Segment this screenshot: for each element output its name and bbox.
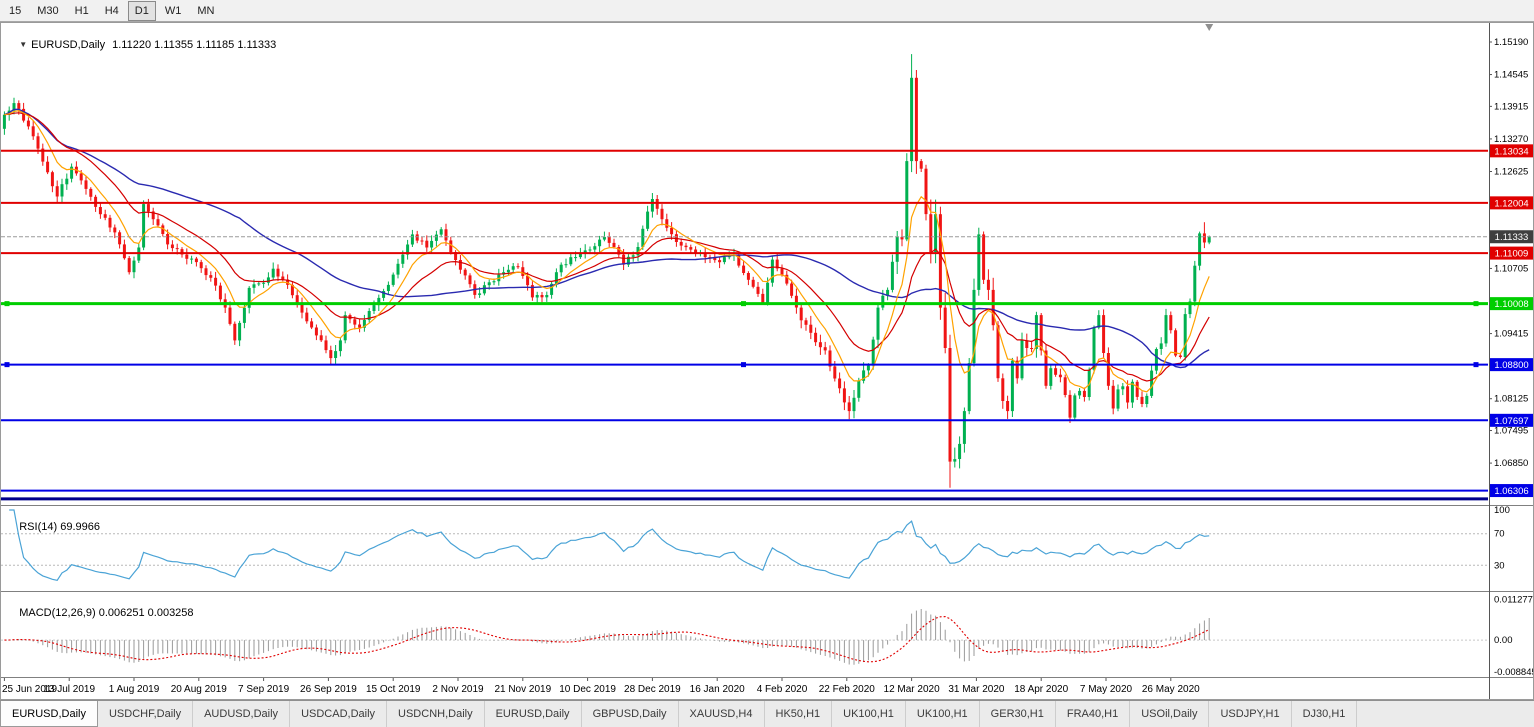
- svg-text:1.11333: 1.11333: [1495, 232, 1529, 243]
- timeframe-mn[interactable]: MN: [190, 1, 221, 21]
- timeframe-m30[interactable]: M30: [30, 1, 65, 21]
- svg-text:1.10008: 1.10008: [1494, 299, 1528, 310]
- svg-text:1.13270: 1.13270: [1494, 134, 1528, 145]
- horizontal-lines[interactable]: [1, 149, 1488, 501]
- chart-tab-usdjpy-h1[interactable]: USDJPY,H1: [1209, 701, 1292, 727]
- svg-text:7 Sep 2019: 7 Sep 2019: [238, 684, 290, 695]
- timeframe-15[interactable]: 15: [2, 1, 28, 21]
- svg-text:25 Jun 2019: 25 Jun 2019: [2, 684, 57, 695]
- chart-shift-marker[interactable]: [1205, 24, 1214, 31]
- svg-text:70: 70: [1494, 529, 1505, 540]
- price-badge: [1490, 230, 1533, 244]
- svg-text:15 Oct 2019: 15 Oct 2019: [366, 684, 421, 695]
- symbol-dropdown-icon[interactable]: ▼: [19, 40, 28, 49]
- svg-text:10 Dec 2019: 10 Dec 2019: [559, 684, 616, 695]
- price-badge: [1490, 144, 1533, 158]
- svg-text:16 Jan 2020: 16 Jan 2020: [690, 684, 745, 695]
- chart-tab-dj30-h1[interactable]: DJ30,H1: [1292, 701, 1358, 727]
- svg-text:1.13915: 1.13915: [1494, 101, 1528, 112]
- chart-tab-usdcnh-daily[interactable]: USDCNH,Daily: [387, 701, 485, 727]
- svg-text:0.00: 0.00: [1494, 635, 1513, 646]
- svg-text:1.13034: 1.13034: [1494, 146, 1528, 157]
- svg-text:0.011277: 0.011277: [1494, 595, 1533, 606]
- chart-window: 100 70 30 0.011277 0.00 -0.008845 1.15190 1.145…: [0, 22, 1534, 700]
- svg-text:21 Nov 2019: 21 Nov 2019: [494, 684, 551, 695]
- svg-text:1.09415: 1.09415: [1494, 329, 1528, 340]
- svg-text:1.10705: 1.10705: [1494, 263, 1528, 274]
- macd-signal-line: [4, 616, 1210, 663]
- svg-text:1.14545: 1.14545: [1494, 70, 1528, 81]
- svg-text:22 Feb 2020: 22 Feb 2020: [819, 684, 876, 695]
- timeframe-w1[interactable]: W1: [158, 1, 189, 21]
- svg-text:1.15190: 1.15190: [1494, 37, 1528, 48]
- chart-canvas[interactable]: 100 70 30 0.011277 0.00 -0.008845 1.15190 1.145…: [0, 22, 1534, 700]
- svg-text:1.12625: 1.12625: [1494, 166, 1528, 177]
- rsi-line: [9, 509, 1210, 581]
- svg-text:18 Apr 2020: 18 Apr 2020: [1014, 684, 1068, 695]
- price-badge: [1490, 246, 1533, 260]
- price-badge: [1490, 413, 1533, 427]
- chart-tab-usdcad-daily[interactable]: USDCAD,Daily: [290, 701, 388, 727]
- svg-text:7 May 2020: 7 May 2020: [1080, 684, 1133, 695]
- svg-text:1.11009: 1.11009: [1495, 249, 1529, 260]
- svg-text:1.07697: 1.07697: [1494, 416, 1528, 427]
- svg-text:1.07495: 1.07495: [1494, 426, 1528, 437]
- price-badge: [1490, 196, 1533, 210]
- svg-text:1.06306: 1.06306: [1494, 486, 1528, 497]
- svg-text:12 Mar 2020: 12 Mar 2020: [884, 684, 941, 695]
- svg-text:20 Aug 2019: 20 Aug 2019: [171, 684, 228, 695]
- svg-text:1.08800: 1.08800: [1494, 360, 1528, 371]
- chart-tabbar: EURUSD,Daily USDCHF,Daily AUDUSD,Daily USDC…: [0, 700, 1534, 727]
- chart-tab-eurusd-daily[interactable]: EURUSD,Daily: [485, 701, 582, 727]
- macd-histogram: [8, 609, 1210, 665]
- chart-tab-uk100-h1[interactable]: UK100,H1: [906, 701, 980, 727]
- pane-separators[interactable]: [0, 505, 1534, 678]
- svg-text:30: 30: [1494, 560, 1505, 571]
- svg-text:100: 100: [1494, 505, 1510, 516]
- timeframe-d1[interactable]: D1: [127, 0, 156, 21]
- svg-text:4 Feb 2020: 4 Feb 2020: [757, 684, 808, 695]
- chart-tab-gbpusd-daily[interactable]: GBPUSD,Daily: [582, 701, 679, 727]
- svg-text:1.08125: 1.08125: [1494, 394, 1528, 405]
- timeframe-h4[interactable]: H4: [98, 1, 126, 21]
- svg-text:31 Mar 2020: 31 Mar 2020: [948, 684, 1005, 695]
- chart-tab-uk100-h1[interactable]: UK100,H1: [832, 701, 906, 727]
- timeframe-h1[interactable]: H1: [68, 1, 96, 21]
- price-badge: [1490, 297, 1533, 311]
- chart-tab-ger30-h1[interactable]: GER30,H1: [980, 701, 1056, 727]
- svg-text:13 Jul 2019: 13 Jul 2019: [43, 684, 95, 695]
- chart-tab-usdchf-daily[interactable]: USDCHF,Daily: [98, 701, 194, 727]
- price-badge: [1490, 358, 1533, 372]
- chart-background: [0, 22, 1534, 700]
- chart-tab-hk50-h1[interactable]: HK50,H1: [765, 701, 833, 727]
- svg-text:1 Aug 2019: 1 Aug 2019: [109, 684, 160, 695]
- chart-tab-audusd-daily[interactable]: AUDUSD,Daily: [193, 701, 291, 727]
- svg-text:1.06850: 1.06850: [1494, 458, 1528, 469]
- svg-text:26 Sep 2019: 26 Sep 2019: [300, 684, 357, 695]
- svg-text:1.12004: 1.12004: [1494, 198, 1528, 209]
- timeframe-toolbar: 15 M30 H1 H4 D1 W1 MN: [0, 0, 1534, 22]
- svg-text:-0.008845: -0.008845: [1494, 667, 1534, 678]
- chart-tab-eurusd-daily[interactable]: EURUSD,Daily: [0, 701, 98, 727]
- svg-text:2 Nov 2019: 2 Nov 2019: [432, 684, 484, 695]
- chart-tab-usoil-daily[interactable]: USOil,Daily: [1130, 701, 1210, 727]
- chart-tab-xauusd-h4[interactable]: XAUUSD,H4: [679, 701, 765, 727]
- svg-text:28 Dec 2019: 28 Dec 2019: [624, 684, 681, 695]
- candles: [2, 54, 1211, 488]
- svg-text:26 May 2020: 26 May 2020: [1142, 684, 1200, 695]
- price-badge: [1490, 484, 1533, 498]
- chart-tab-fra40-h1[interactable]: FRA40,H1: [1056, 701, 1131, 727]
